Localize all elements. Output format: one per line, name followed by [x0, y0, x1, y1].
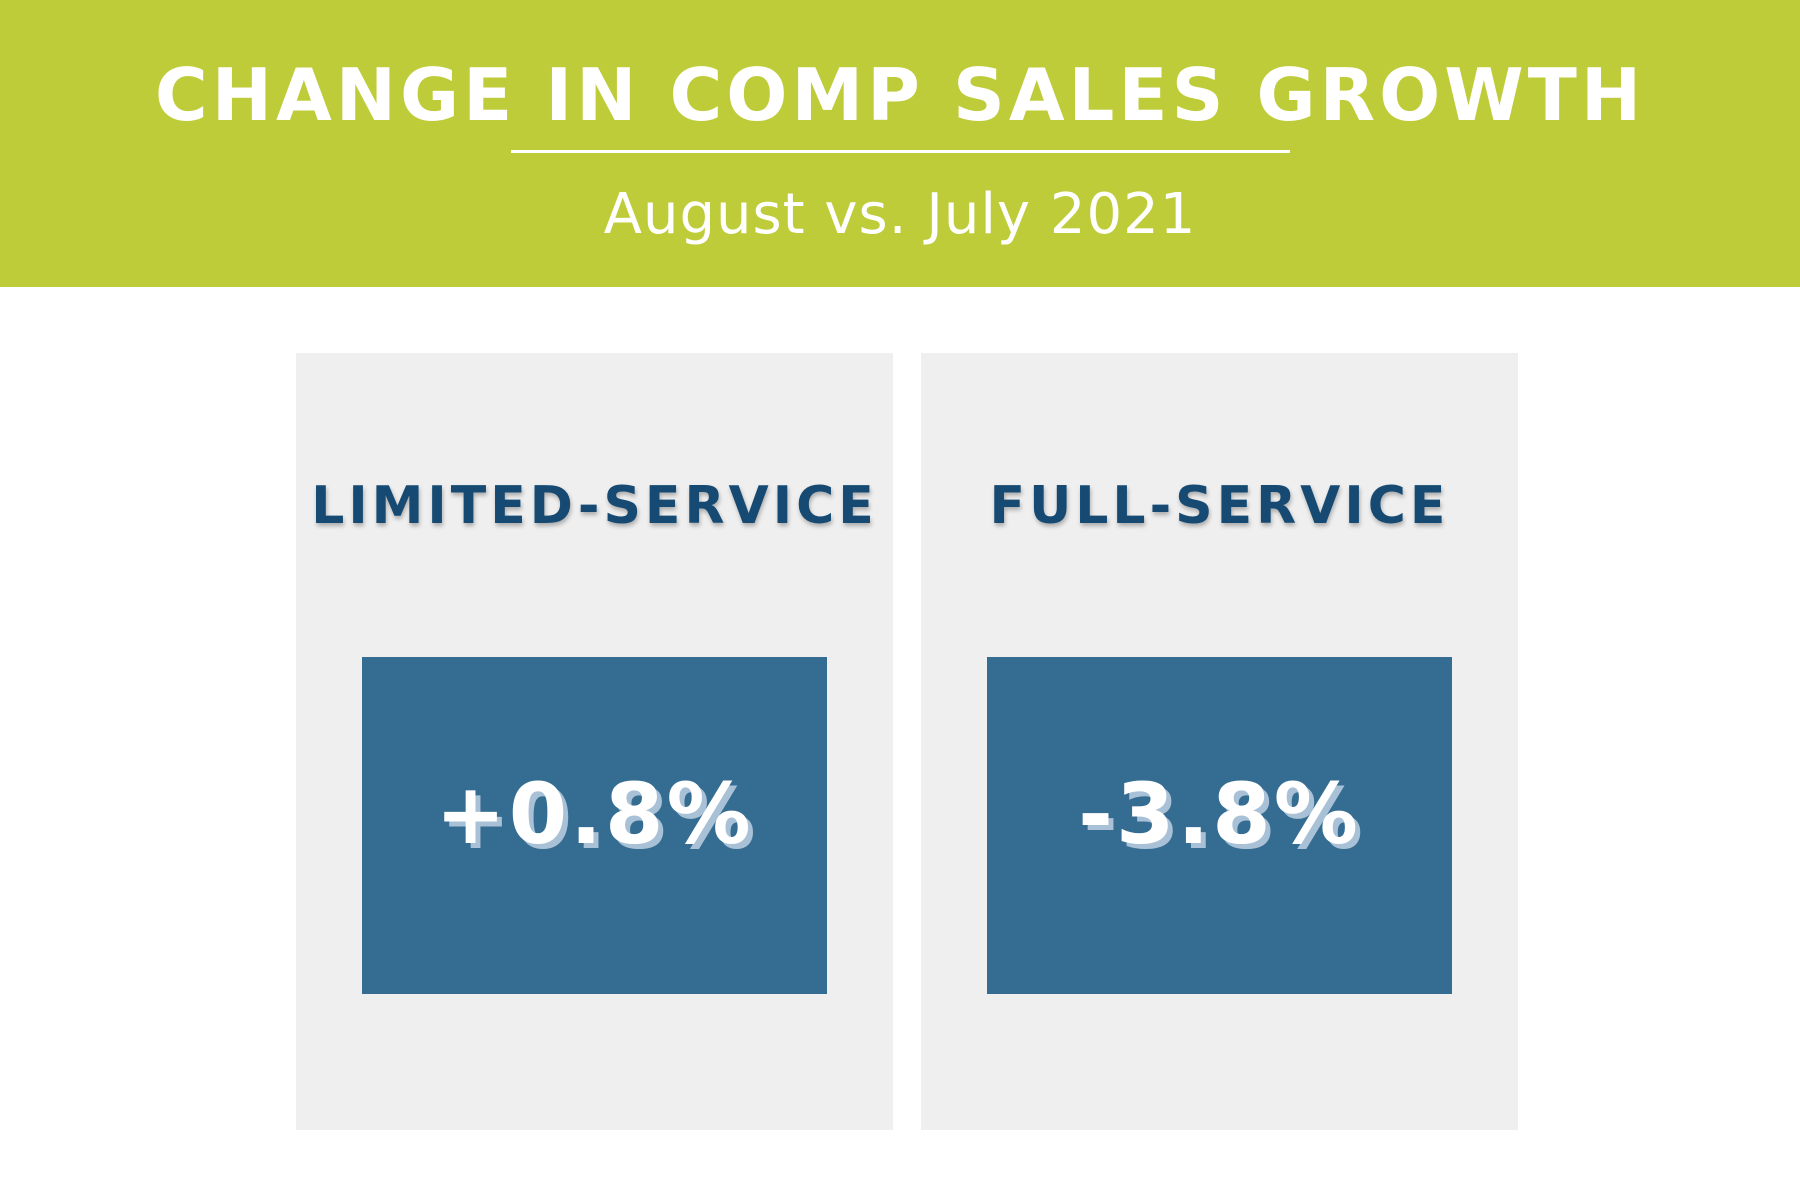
- limited-service-panel: LIMITED-SERVICE +0.8%: [296, 353, 893, 1130]
- full-service-value: -3.8%: [1078, 765, 1361, 863]
- full-service-label: FULL-SERVICE: [989, 476, 1450, 536]
- header-banner: CHANGE IN COMP SALES GROWTH August vs. J…: [0, 0, 1800, 287]
- limited-service-label: LIMITED-SERVICE: [311, 476, 878, 536]
- page-subtitle: August vs. July 2021: [603, 182, 1197, 247]
- page-title: CHANGE IN COMP SALES GROWTH: [154, 53, 1646, 137]
- full-service-value-box: -3.8%: [987, 657, 1452, 994]
- limited-service-value-box: +0.8%: [362, 657, 827, 994]
- full-service-panel: FULL-SERVICE -3.8%: [921, 353, 1518, 1130]
- limited-service-value: +0.8%: [435, 765, 754, 863]
- title-divider: [511, 150, 1290, 153]
